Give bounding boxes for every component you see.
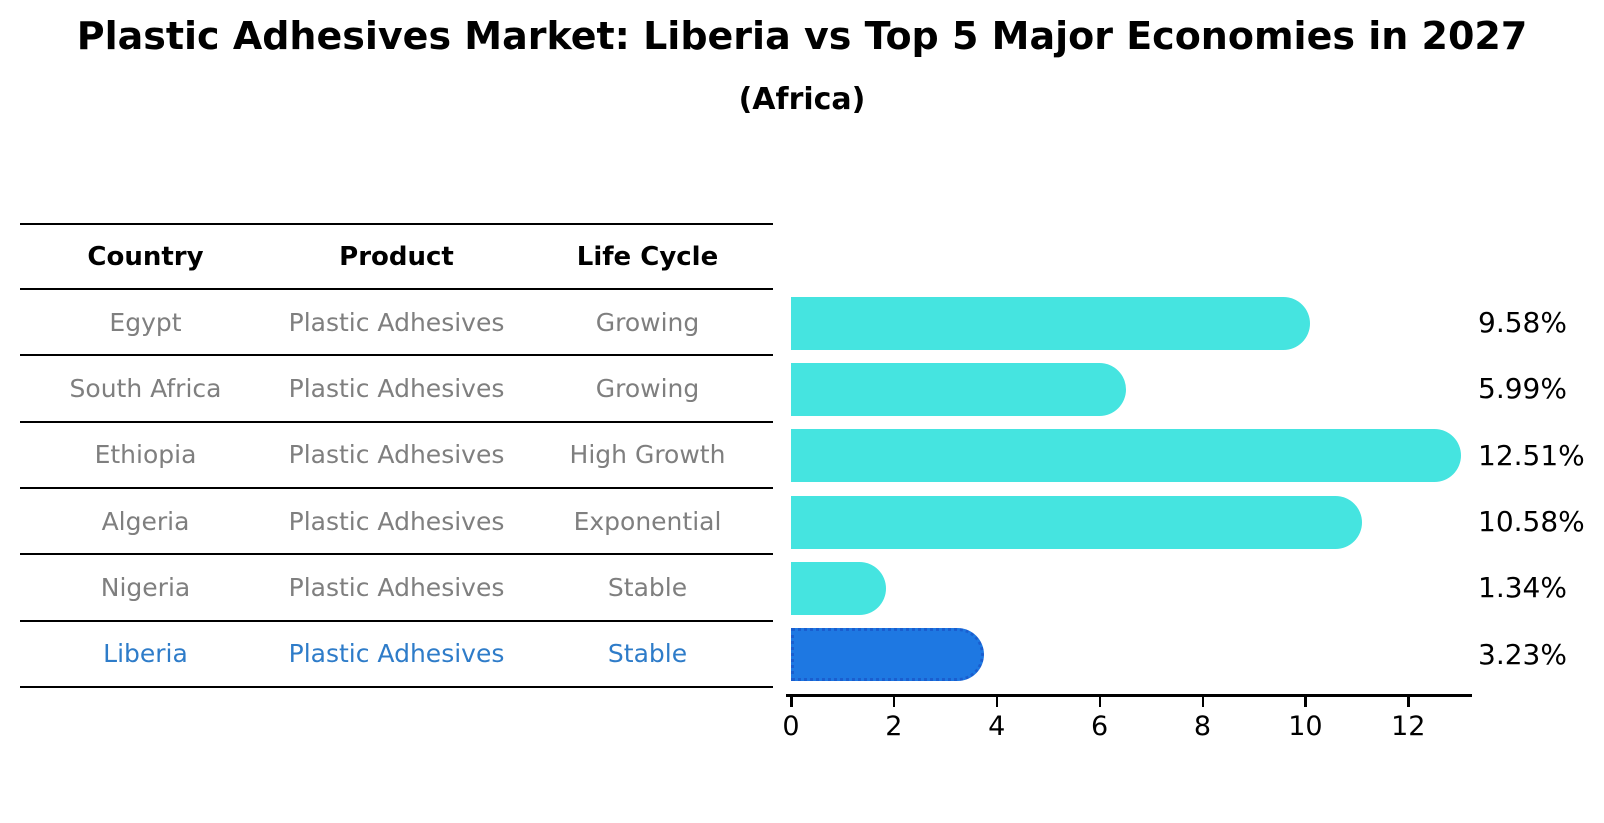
x-axis-tick — [1201, 697, 1204, 707]
x-axis-tick — [995, 697, 999, 707]
table-row-nigeria: Nigeria Plastic Adhesives Stable — [20, 555, 773, 622]
value-label-egypt: 9.58% — [1478, 306, 1567, 339]
country-cell: Egypt — [109, 307, 182, 337]
table-row-ethiopia: Ethiopia Plastic Adhesives High Growth — [20, 423, 773, 489]
product-cell: Plastic Adhesives — [288, 506, 505, 536]
table-header-row: Country Product Life Cycle — [20, 225, 773, 290]
table-row-liberia: Liberia Plastic Adhesives Stable — [20, 622, 773, 688]
x-axis-tick-label: 0 — [782, 711, 800, 742]
x-axis-tick — [1304, 697, 1307, 707]
product-cell: Plastic Adhesives — [288, 639, 505, 669]
value-label-south-africa: 5.99% — [1478, 372, 1567, 406]
x-axis-tick — [892, 697, 896, 707]
country-cell: Ethiopia — [94, 440, 197, 470]
bar-row-nigeria — [791, 555, 1470, 621]
chart-subtitle: (Africa) — [738, 82, 866, 117]
column-header-country: Country — [87, 241, 204, 272]
x-axis-tick — [1407, 697, 1410, 707]
product-cell: Plastic Adhesives — [288, 440, 505, 470]
value-label-column: 9.58% 5.99% 12.51% 10.58% 1.34% 3.23% — [1478, 290, 1604, 688]
life-cycle-cell: High Growth — [569, 440, 726, 470]
table-body: Egypt Plastic Adhesives Growing South Afric… — [20, 290, 773, 688]
x-axis-tick-label: 10 — [1288, 711, 1323, 742]
bar-row-south-africa — [791, 356, 1470, 422]
country-cell: South Africa — [69, 373, 222, 403]
bar-egypt — [791, 296, 1311, 350]
country-cell: Liberia — [103, 639, 188, 669]
life-cycle-cell: Stable — [607, 639, 688, 669]
country-table: Country Product Life Cycle Egypt Plastic Ad… — [20, 223, 773, 688]
table-row-algeria: Algeria Plastic Adhesives Exponential — [20, 489, 773, 556]
product-cell: Plastic Adhesives — [288, 307, 505, 337]
life-cycle-cell: Growing — [595, 373, 700, 403]
bar-row-algeria — [791, 489, 1470, 555]
country-cell: Algeria — [101, 506, 190, 536]
value-label-nigeria: 1.34% — [1478, 571, 1567, 605]
value-label-ethiopia: 12.51% — [1478, 438, 1585, 472]
bar-row-liberia — [791, 622, 1470, 688]
bar-south-africa — [791, 362, 1126, 416]
chart-title: Plastic Adhesives Market: Liberia vs Top… — [76, 14, 1528, 58]
table-row-south-africa: South Africa Plastic Adhesives Growing — [20, 356, 773, 423]
life-cycle-cell: Growing — [595, 307, 700, 337]
value-label-liberia: 3.23% — [1478, 637, 1567, 671]
x-axis-tick — [1098, 697, 1102, 707]
product-cell: Plastic Adhesives — [288, 373, 505, 403]
column-header-product: Product — [339, 241, 454, 272]
country-cell: Nigeria — [100, 572, 191, 602]
bar-chart-area — [791, 290, 1470, 688]
product-cell: Plastic Adhesives — [288, 572, 505, 602]
bar-ethiopia — [791, 429, 1461, 483]
x-axis-tick-label: 8 — [1193, 711, 1212, 742]
x-axis-line — [786, 694, 1472, 697]
table-row-egypt: Egypt Plastic Adhesives Growing — [20, 290, 773, 357]
life-cycle-cell: Exponential — [573, 506, 722, 536]
value-label-algeria: 10.58% — [1478, 504, 1585, 538]
bar-liberia — [791, 628, 984, 682]
x-axis-tick — [790, 697, 793, 707]
x-axis-tick-label: 4 — [988, 711, 1006, 742]
life-cycle-cell: Stable — [607, 572, 688, 602]
x-axis-tick-label: 12 — [1391, 711, 1426, 742]
bar-algeria — [791, 495, 1362, 549]
x-axis-tick-label: 2 — [885, 711, 903, 742]
x-axis-tick-label: 6 — [1091, 711, 1109, 742]
bar-nigeria — [791, 561, 887, 615]
column-header-life-cycle: Life Cycle — [576, 241, 719, 272]
bar-row-ethiopia — [791, 423, 1470, 489]
bar-row-egypt — [791, 290, 1470, 356]
